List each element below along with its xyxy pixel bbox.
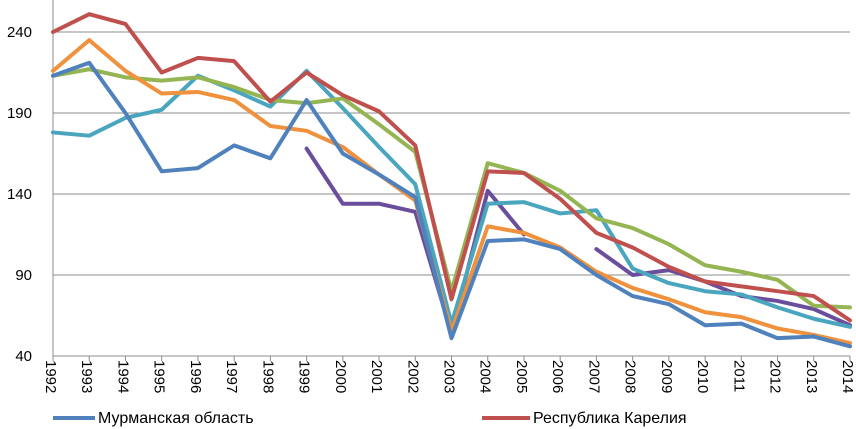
x-tick-label: 2011 [730,360,747,392]
series-line [51,60,852,349]
x-tick-label: 1996 [187,360,204,393]
x-tick-label: 2012 [767,360,784,393]
x-tick-label: 2008 [622,360,639,393]
series-line [304,146,526,336]
x-tick-label: 2013 [803,360,820,393]
series-3 [51,67,852,310]
x-axis-ticks: 1992 1993 1994 1995 1996 1997 1998 1999 2000 2001… [42,356,856,393]
series-line [51,67,852,310]
x-tick-label: 2014 [839,360,856,393]
series-6 [51,60,852,349]
x-tick-label: 1992 [42,360,59,393]
x-tick-label: 1997 [223,360,240,393]
x-tick-label: 2004 [477,360,494,393]
x-tick-label: 2002 [404,360,421,393]
axes [52,0,850,357]
x-tick-label: 2001 [368,360,385,393]
x-tick-label: 1995 [151,360,168,393]
y-tick-label: 190 [7,105,32,122]
x-tick-label: 1993 [78,360,95,393]
x-tick-label: 2007 [585,360,602,393]
x-tick-label: 2006 [549,360,566,393]
y-tick-label: 40 [15,348,32,365]
series-1 [304,146,852,336]
legend-label: Республика Карелия [533,410,687,427]
legend: Мурманская область Республика Карелия [53,410,687,427]
x-tick-label: 2005 [513,360,530,393]
series-line [51,68,852,329]
series-line [594,247,852,328]
y-tick-label: 140 [7,186,32,203]
x-tick-label: 1999 [296,360,313,393]
series-line [51,12,852,323]
x-tick-label: 1998 [259,360,276,393]
legend-label: Мурманская область [98,410,254,427]
x-tick-label: 2003 [441,360,458,393]
y-tick-label: 240 [7,24,32,41]
series-2 [51,68,852,329]
series-5 [51,12,852,323]
grid-lines [53,31,850,276]
y-tick-label: 90 [15,267,32,284]
series-lines [51,12,852,349]
y-axis-ticks: 40 90 140 190 240 [7,24,32,365]
x-tick-label: 2000 [332,360,349,393]
x-tick-label: 2010 [694,360,711,393]
x-tick-label: 2009 [658,360,675,393]
x-tick-label: 1994 [114,360,131,393]
